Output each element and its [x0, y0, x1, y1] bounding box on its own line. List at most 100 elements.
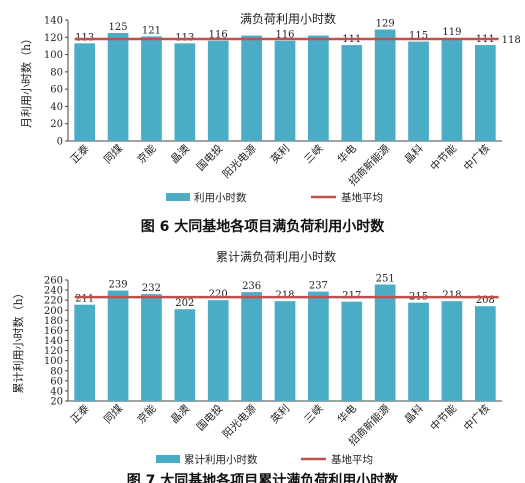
bar: [207, 40, 229, 141]
category-label: 中节能: [428, 142, 460, 174]
y-tick-label: 140: [44, 336, 63, 347]
category-label: 华电: [335, 142, 359, 166]
category-label: 中节能: [428, 402, 460, 434]
bar: [374, 284, 396, 401]
y-tick-label: 100: [44, 356, 63, 367]
y-axis-label: 累计利用小时数（h）: [12, 287, 25, 393]
category-label: 京能: [135, 142, 159, 166]
y-tick-label: 120: [44, 346, 63, 357]
bar: [74, 43, 96, 142]
bar: [207, 300, 229, 401]
bar-value-label: 121: [142, 25, 161, 36]
y-tick-label: 80: [50, 67, 63, 78]
figure-7-caption: 图 7 大同基地各项目累计满负荷利用小时数: [126, 473, 399, 483]
y-tick-label: 140: [44, 16, 63, 27]
bar: [474, 45, 496, 141]
bar-value-label: 115: [409, 31, 428, 42]
bar-value-label: 232: [142, 283, 161, 294]
legend-bar-swatch: [166, 193, 190, 201]
category-label: 中广核: [461, 402, 493, 434]
bar: [408, 302, 429, 401]
bar-value-label: 208: [476, 295, 495, 306]
bar: [107, 32, 129, 141]
category-label: 正泰: [68, 402, 92, 426]
bar: [308, 291, 329, 401]
bar: [141, 294, 162, 401]
bar: [74, 304, 96, 401]
bar-value-label: 119: [442, 27, 461, 38]
y-tick-label: 160: [44, 326, 63, 337]
y-tick-label: 220: [44, 296, 63, 307]
figure-6-caption: 图 6 大同基地各项目满负荷利用小时数: [140, 219, 385, 235]
bar-value-label: 218: [442, 290, 461, 301]
bar: [174, 43, 196, 142]
category-label: 同煤: [101, 402, 125, 426]
bar-value-label: 202: [175, 298, 194, 309]
bar: [107, 290, 129, 401]
bar-value-label: 236: [242, 281, 261, 292]
legend-bar-label: 利用小时数: [194, 191, 247, 204]
y-tick-label: 120: [44, 33, 63, 44]
bar-value-label: 116: [209, 30, 228, 41]
category-label: 晶科: [402, 402, 426, 426]
bar: [241, 35, 262, 141]
cumulative-utilization-hours-chart: 20406080100120140160180200220240260累计利用小…: [12, 249, 502, 466]
bar-value-label: 220: [209, 289, 228, 300]
bar: [274, 40, 296, 141]
utilization-hours-chart: 020406080100120140月利用小时数（h）113正泰125同煤121…: [20, 11, 521, 204]
legend-bar-swatch: [156, 455, 180, 463]
category-label: 京能: [135, 402, 159, 426]
y-tick-label: 0: [57, 137, 63, 148]
bar-value-label: 125: [109, 22, 128, 33]
y-tick-label: 60: [50, 85, 63, 96]
bar-value-label: 116: [275, 30, 294, 41]
y-tick-label: 260: [44, 276, 63, 287]
bar-value-label: 251: [376, 274, 395, 285]
bar: [341, 301, 363, 401]
average-value-label: 118: [502, 35, 521, 46]
category-label: 晶科: [402, 142, 426, 166]
y-tick-label: 20: [50, 119, 63, 130]
bar-value-label: 129: [376, 19, 395, 30]
y-tick-label: 200: [44, 306, 63, 317]
category-label: 晶澳: [168, 402, 192, 426]
category-label: 国电投: [194, 402, 226, 434]
legend-bar-label: 累计利用小时数: [184, 453, 258, 466]
legend-line-label: 基地平均: [341, 191, 383, 204]
y-tick-label: 20: [50, 397, 63, 408]
bar-value-label: 237: [309, 281, 328, 292]
bar: [308, 35, 329, 141]
bar: [474, 306, 496, 401]
category-label: 中广核: [461, 142, 493, 174]
bar: [141, 36, 162, 141]
bar: [408, 41, 429, 141]
bar-value-label: 239: [109, 280, 128, 291]
category-label: 三峡: [301, 402, 325, 426]
y-tick-label: 60: [50, 376, 63, 387]
category-label: 阳光电源: [220, 402, 259, 441]
y-tick-label: 40: [50, 386, 63, 397]
bar-value-label: 218: [275, 290, 294, 301]
category-label: 三峡: [301, 142, 325, 166]
bar-value-label: 211: [75, 294, 94, 305]
bar: [274, 301, 296, 401]
bar: [374, 29, 396, 142]
bar: [174, 309, 196, 401]
category-label: 阳光电源: [220, 142, 259, 181]
bar: [241, 292, 262, 401]
bar: [341, 45, 363, 141]
category-label: 正泰: [68, 142, 92, 166]
y-tick-label: 80: [50, 366, 63, 377]
category-label: 国电投: [194, 142, 226, 174]
category-label: 英利: [268, 142, 292, 166]
category-label: 华电: [335, 402, 359, 426]
y-axis-label: 月利用小时数（h）: [20, 33, 33, 128]
chart-title: 满负荷利用小时数: [240, 11, 336, 26]
y-tick-label: 240: [44, 286, 63, 297]
category-label: 英利: [268, 402, 292, 426]
bar: [441, 38, 463, 141]
bar: [441, 301, 463, 401]
y-tick-label: 40: [50, 102, 63, 113]
legend-line-label: 基地平均: [331, 453, 373, 466]
y-tick-label: 180: [44, 316, 63, 327]
